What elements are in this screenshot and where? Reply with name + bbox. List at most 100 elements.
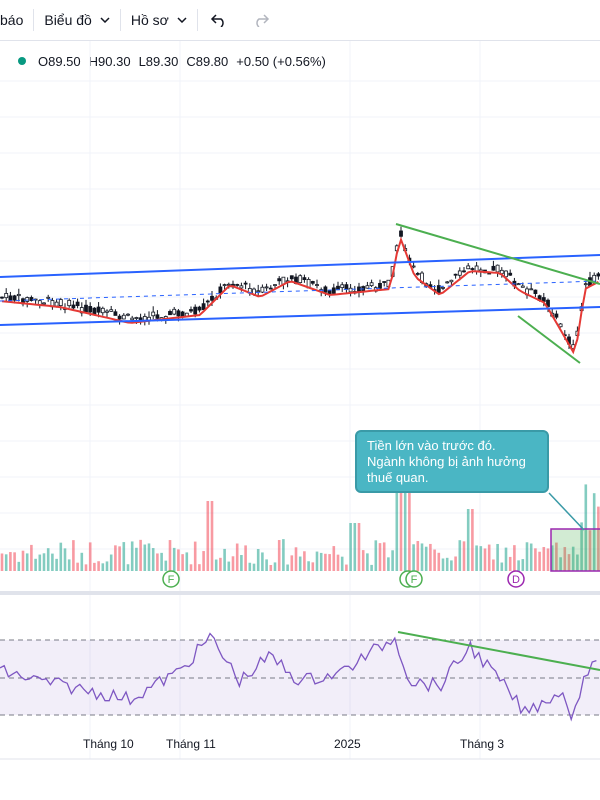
candle-body <box>331 287 336 294</box>
partial-toolbar-label: báo <box>0 12 24 28</box>
price-chart[interactable]: F F D <box>0 41 600 761</box>
candle-body <box>168 311 172 316</box>
change-value: +0.50 (+0.56%) <box>236 53 326 69</box>
volume-bar <box>492 559 495 571</box>
volume-bar <box>483 548 487 571</box>
volume-bar <box>231 556 235 571</box>
volume-bar <box>546 548 550 571</box>
volume-bar <box>437 552 441 571</box>
volume-bar <box>38 554 42 571</box>
chart-menu-button[interactable]: Biểu đồ <box>34 0 119 40</box>
candle-body <box>445 281 450 284</box>
candle-body <box>268 287 273 290</box>
volume-bar <box>30 544 33 571</box>
volume-bar <box>420 543 424 571</box>
candle-body <box>504 270 508 278</box>
candle-body <box>239 285 244 289</box>
open-value: O89.50 <box>38 53 81 69</box>
volume-bar <box>580 522 583 571</box>
volume-bar <box>378 543 382 571</box>
volume-bar <box>387 557 390 571</box>
candle-body <box>155 314 160 319</box>
volume-bar <box>391 550 394 571</box>
candle-body <box>46 296 51 299</box>
volume-bar <box>374 540 378 571</box>
volume-bar <box>462 541 466 571</box>
volume-bar <box>156 553 159 571</box>
redo-button[interactable] <box>240 0 282 40</box>
toolbar-divider <box>119 9 121 31</box>
event-marker-f2[interactable]: F <box>399 570 423 588</box>
candle-body <box>529 288 534 291</box>
volume-bar <box>0 553 4 571</box>
volume-bar <box>214 559 218 571</box>
candle-body <box>495 264 500 273</box>
grid <box>0 41 600 759</box>
volume-bar <box>105 561 109 571</box>
candle-body <box>88 306 93 313</box>
volume-bar <box>114 545 117 571</box>
volume-bar <box>542 546 546 571</box>
event-marker-f1[interactable]: F <box>162 570 180 588</box>
volume-bar <box>172 547 176 571</box>
candle-body <box>340 284 345 289</box>
volume-bar <box>252 563 256 571</box>
volume-bar <box>13 552 16 571</box>
volume-bar <box>55 558 58 571</box>
volume-bar <box>328 554 331 571</box>
time-label-thang-10: Tháng 10 <box>83 737 134 751</box>
volume-bar <box>282 539 285 571</box>
volume-bar <box>248 562 252 571</box>
volume-bar <box>382 542 386 571</box>
candle-body <box>491 265 496 271</box>
candle-body <box>96 306 101 313</box>
volume-bar <box>563 547 567 571</box>
volume-bar <box>84 564 88 571</box>
partial-toolbar-item[interactable]: báo <box>0 0 33 40</box>
event-marker-d[interactable]: D <box>507 570 525 588</box>
volume-bar <box>164 560 168 571</box>
high-value: H90.30 <box>88 53 131 69</box>
volume-bar <box>525 542 529 571</box>
volume-bar <box>256 549 260 571</box>
candle-body <box>323 286 328 293</box>
volume-bar <box>51 553 54 571</box>
volume-bar <box>290 555 294 571</box>
volume-bar <box>597 506 600 571</box>
volume-bar <box>487 544 491 571</box>
volume-bar <box>366 553 369 571</box>
candle-body <box>84 304 88 313</box>
candle-body <box>508 272 513 276</box>
volume-bar <box>294 547 298 571</box>
candle-body <box>151 311 156 317</box>
candle-body <box>25 297 30 302</box>
volume-bar <box>76 562 79 571</box>
candle-body <box>470 268 475 270</box>
volume-bar <box>529 543 533 571</box>
volume-bar <box>206 501 210 571</box>
close-value: C89.80 <box>186 53 229 69</box>
volume-bar <box>235 543 239 571</box>
volume-bar <box>576 554 579 571</box>
volume-bar <box>311 562 315 571</box>
volume-bar <box>109 554 113 571</box>
candle-body <box>180 311 185 317</box>
volume-bar <box>181 554 184 571</box>
price-trendline-lower <box>517 315 581 364</box>
volume-bar <box>534 548 537 571</box>
volume-bar <box>265 559 268 571</box>
volume-bar <box>46 548 50 571</box>
candle-body <box>222 284 227 287</box>
annotation-callout[interactable]: Tiền lớn vào trước đó. Ngành không bị ản… <box>355 430 549 493</box>
volume-bar <box>244 545 247 571</box>
volume-bar <box>25 553 29 571</box>
volume-bar <box>408 467 411 571</box>
candle-body <box>113 311 118 316</box>
volume-bar <box>130 541 134 571</box>
candle-body <box>520 285 525 288</box>
candle-body <box>0 296 4 299</box>
volume-bar <box>122 542 126 571</box>
profile-menu-button[interactable]: Hồ sơ <box>121 0 197 40</box>
undo-button[interactable] <box>198 0 240 40</box>
volume-bar <box>504 547 508 571</box>
